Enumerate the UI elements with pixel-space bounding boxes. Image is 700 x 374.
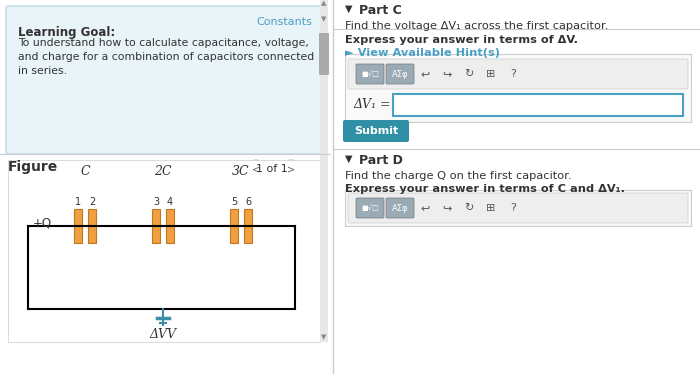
Bar — [393, 94, 683, 116]
FancyBboxPatch shape — [345, 190, 691, 226]
Text: 3: 3 — [153, 197, 159, 207]
Text: ↪: ↪ — [442, 203, 452, 213]
Text: Express your answer in terms of C and ΔV₁.: Express your answer in terms of C and ΔV… — [345, 184, 625, 194]
Text: ΔVV: ΔVV — [150, 328, 176, 341]
Text: 1 of 1: 1 of 1 — [256, 164, 288, 174]
Text: ↩: ↩ — [420, 203, 430, 213]
Text: ⊞: ⊞ — [486, 203, 496, 213]
Text: 1: 1 — [75, 197, 81, 207]
Text: +Q: +Q — [33, 217, 52, 230]
Text: Figure: Figure — [8, 160, 58, 174]
Text: <: < — [252, 164, 260, 174]
Text: 4: 4 — [167, 197, 173, 207]
Text: ▼: ▼ — [321, 16, 327, 22]
Bar — [8, 160, 320, 342]
Text: Part C: Part C — [359, 4, 402, 17]
Text: AΣφ: AΣφ — [392, 203, 408, 212]
Bar — [88, 209, 96, 243]
Bar — [244, 209, 252, 243]
Text: ▼: ▼ — [345, 154, 353, 164]
Text: ↻: ↻ — [464, 69, 474, 79]
Text: 5: 5 — [231, 197, 237, 207]
Bar — [74, 209, 82, 243]
Text: To understand how to calculate capacitance, voltage,
and charge for a combinatio: To understand how to calculate capacitan… — [18, 38, 314, 76]
Text: ΔV₁ =: ΔV₁ = — [353, 98, 391, 110]
FancyBboxPatch shape — [343, 120, 409, 142]
Text: 3C: 3C — [232, 165, 250, 178]
Text: Find the charge Q on the first capacitor.: Find the charge Q on the first capacitor… — [345, 171, 572, 181]
Text: Find the voltage ΔV₁ across the first capacitor.: Find the voltage ΔV₁ across the first ca… — [345, 21, 608, 31]
Circle shape — [247, 160, 265, 178]
Bar — [152, 209, 160, 243]
Text: Express your answer in terms of ΔV.: Express your answer in terms of ΔV. — [345, 35, 578, 45]
Bar — [230, 209, 238, 243]
Text: ↪: ↪ — [442, 69, 452, 79]
Text: Learning Goal:: Learning Goal: — [18, 26, 116, 39]
Text: ⊞: ⊞ — [486, 69, 496, 79]
Text: Submit: Submit — [354, 126, 398, 136]
Text: >: > — [287, 164, 295, 174]
Circle shape — [282, 160, 300, 178]
Text: ↻: ↻ — [464, 203, 474, 213]
Text: ■√□: ■√□ — [361, 71, 379, 77]
Bar — [320, 0, 328, 342]
Text: ?: ? — [510, 69, 516, 79]
FancyBboxPatch shape — [356, 198, 384, 218]
Text: ▲: ▲ — [321, 0, 327, 6]
Text: ?: ? — [510, 203, 516, 213]
Bar — [166, 209, 174, 243]
Text: 2: 2 — [89, 197, 95, 207]
Text: ▼: ▼ — [321, 334, 327, 340]
Text: Part D: Part D — [359, 154, 403, 167]
Text: 6: 6 — [245, 197, 251, 207]
Text: ↩: ↩ — [420, 69, 430, 79]
Text: 2C: 2C — [154, 165, 172, 178]
Text: ► View Available Hint(s): ► View Available Hint(s) — [345, 48, 500, 58]
FancyBboxPatch shape — [348, 59, 688, 89]
FancyBboxPatch shape — [356, 64, 384, 84]
FancyBboxPatch shape — [6, 6, 322, 154]
Text: AΣφ: AΣφ — [392, 70, 408, 79]
FancyBboxPatch shape — [345, 54, 691, 122]
FancyBboxPatch shape — [348, 193, 688, 223]
FancyBboxPatch shape — [386, 64, 414, 84]
Text: ▼: ▼ — [345, 4, 353, 14]
FancyBboxPatch shape — [319, 33, 329, 75]
Text: Constants: Constants — [256, 17, 312, 27]
FancyBboxPatch shape — [386, 198, 414, 218]
Text: C: C — [80, 165, 90, 178]
Text: ■√□: ■√□ — [361, 205, 379, 211]
